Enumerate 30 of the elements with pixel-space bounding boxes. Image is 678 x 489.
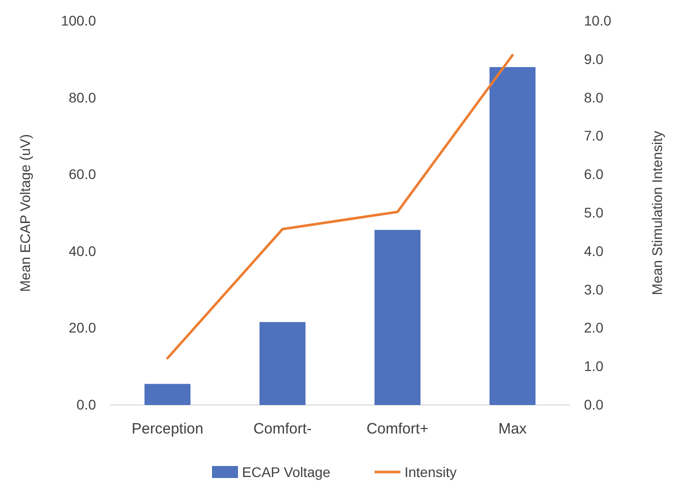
bar bbox=[144, 384, 190, 405]
y-tick-label: 60.0 bbox=[68, 166, 96, 182]
x-tick-label: Perception bbox=[132, 420, 204, 438]
x-tick-label: Comfort+ bbox=[366, 420, 429, 438]
line-series bbox=[166, 54, 514, 360]
y-tick-label: 40.0 bbox=[68, 242, 96, 259]
y2-tick-label: 8.0 bbox=[584, 89, 604, 106]
y-axis-title: Mean ECAP Voltage (uV) bbox=[17, 134, 33, 292]
y2-tick-label: 0.0 bbox=[584, 396, 604, 412]
bar bbox=[260, 322, 306, 405]
y2-tick-label: 2.0 bbox=[584, 320, 604, 336]
x-tick-label: Comfort- bbox=[253, 420, 312, 438]
y2-tick-label: 3.0 bbox=[584, 281, 604, 298]
x-tick-label: Max bbox=[498, 420, 528, 438]
y-tick-label: 100.0 bbox=[60, 12, 96, 28]
y-tick-label: 0.0 bbox=[76, 396, 96, 412]
y2-tick-label: 6.0 bbox=[584, 166, 604, 182]
y2-tick-label: 4.0 bbox=[584, 242, 604, 259]
bar bbox=[374, 230, 420, 405]
y2-tick-label: 10.0 bbox=[584, 12, 612, 28]
y-tick-label: 20.0 bbox=[68, 320, 96, 336]
y2-tick-label: 5.0 bbox=[584, 204, 604, 220]
y2-tick-label: 9.0 bbox=[584, 50, 604, 67]
y2-tick-label: 1.0 bbox=[584, 358, 604, 374]
y2-axis-title: Mean Stimulation Intensity bbox=[649, 130, 665, 296]
legend-label: ECAP Voltage bbox=[242, 464, 331, 480]
y2-tick-label: 7.0 bbox=[584, 128, 604, 144]
legend-label: Intensity bbox=[404, 464, 457, 480]
y-tick-label: 80.0 bbox=[68, 89, 96, 106]
bar bbox=[490, 67, 536, 405]
